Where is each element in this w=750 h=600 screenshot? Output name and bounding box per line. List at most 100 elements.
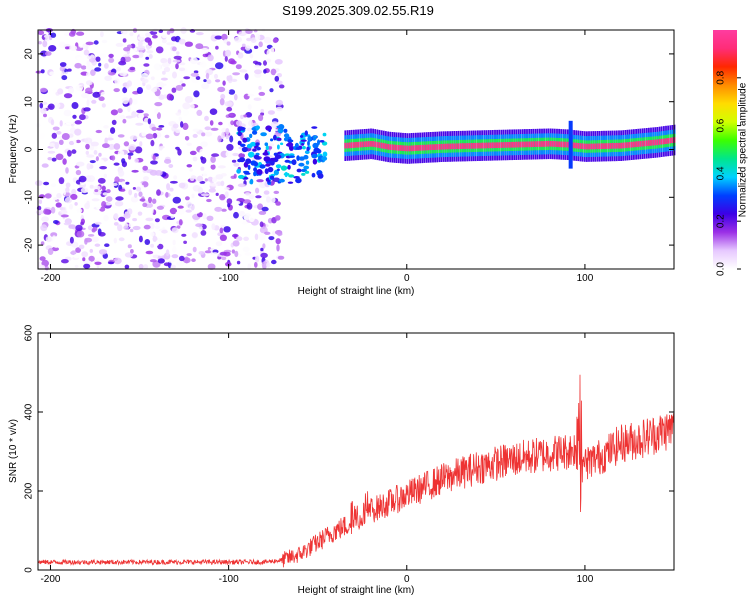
spectrogram-cell	[195, 31, 204, 36]
spectrogram-cell	[190, 176, 195, 182]
spectrogram-cell	[237, 126, 242, 133]
spectrogram-cell	[59, 62, 67, 67]
spectrogram-trace-cell	[487, 142, 490, 149]
spectrogram-cell	[204, 115, 209, 122]
spectrogram-trace-cell	[376, 141, 379, 148]
spectrogram-cell	[122, 118, 127, 124]
spectrogram-trace-cell	[391, 144, 394, 151]
spectrogram-cell	[243, 114, 248, 118]
spectrogram-cell	[215, 62, 224, 70]
spectrogram-cell	[61, 259, 69, 264]
spectrogram-cell	[197, 187, 204, 194]
spectrogram-trace-cell	[586, 143, 588, 150]
y-tick-label: 600	[24, 324, 35, 341]
spectrogram-cell	[150, 88, 158, 93]
spectrogram-cell	[255, 33, 261, 41]
spectrogram-cell	[50, 32, 57, 38]
spectrogram-cell	[201, 47, 209, 54]
spectrogram-cell	[53, 244, 59, 248]
spectrogram-cell	[81, 251, 89, 258]
spectrogram-cell	[111, 155, 116, 161]
spectrogram-cell	[184, 41, 193, 47]
spectrogram-trace-cell	[502, 142, 505, 148]
snr-x-ticks: -200 -100 0 100	[40, 333, 594, 585]
spectrogram-cell	[164, 158, 172, 164]
spectrogram-cell	[287, 164, 291, 170]
spectrogram-cell	[299, 135, 304, 138]
spectrogram-cell	[159, 145, 165, 149]
spectrogram-trace-cell	[361, 141, 364, 148]
spectrogram-cell	[200, 141, 208, 148]
spectrogram-cell	[34, 180, 43, 186]
spectrogram-cell	[321, 141, 328, 146]
spectrogram-cell	[35, 210, 44, 215]
spectrogram-cell	[250, 37, 257, 43]
spectrogram-cell	[69, 203, 73, 210]
spectrogram-cell	[164, 134, 170, 139]
spectrogram-cell	[114, 201, 124, 207]
spectrogram-cell	[254, 64, 261, 68]
spectrogram-trace-cell	[429, 144, 432, 151]
spectrogram-cell	[215, 192, 219, 196]
spectrogram-cell	[38, 264, 45, 269]
spectrogram-cell	[217, 86, 226, 93]
spectrogram-cell	[275, 164, 282, 169]
spectrogram-trace-cell	[539, 141, 541, 147]
spectrogram-cell	[276, 232, 283, 236]
spectrogram-cell	[113, 162, 120, 166]
spectrogram-cell	[154, 108, 159, 115]
x-tick-label: -200	[40, 273, 60, 284]
spectrogram-cell	[201, 132, 206, 137]
spectrogram-cell	[143, 176, 149, 181]
spectrogram-cell	[162, 70, 166, 75]
spectrogram-cell	[251, 84, 257, 89]
spectrogram-cell	[122, 87, 128, 94]
spectrogram-cell	[268, 128, 271, 133]
spectrogram-cell	[67, 68, 72, 72]
spectrogram-trace-cell	[588, 143, 590, 150]
spectrogram-trace-cell	[515, 141, 518, 148]
spectrogram-cell	[170, 214, 175, 219]
spectrogram-cell	[275, 201, 281, 206]
spectrogram-cell	[225, 134, 229, 140]
spectrogram-cell	[52, 126, 60, 131]
spectrogram-cell	[295, 177, 302, 184]
spectrogram-cell	[221, 131, 226, 139]
spectrogram-cell	[125, 115, 134, 119]
spectrogram-cell	[94, 221, 102, 225]
spectrogram-cell	[80, 65, 87, 70]
spectrogram-cell	[207, 263, 216, 270]
spectrogram-cell	[41, 163, 49, 168]
spectrogram-cell	[263, 36, 272, 44]
spectrogram-trace-cell	[348, 142, 351, 149]
spectrogram-trace-cell	[444, 143, 447, 150]
spectrogram-cell	[172, 71, 177, 79]
colorbar-label: Normalized spectral amplitude	[738, 82, 749, 217]
spectrogram-cell	[253, 171, 257, 177]
spectrogram-trace-cell	[500, 142, 503, 148]
spectrogram-cell	[118, 216, 126, 222]
spectrogram-cell	[128, 189, 133, 196]
spectrogram-cell	[182, 257, 191, 264]
spectrogram-cell	[238, 31, 247, 37]
spectrogram-cell	[242, 137, 248, 143]
spectrogram-cell	[210, 127, 219, 131]
spectrogram-cell	[189, 103, 195, 110]
spectrogram-cell	[215, 174, 224, 180]
spectrogram-cell	[99, 166, 107, 170]
spectrogram-cell	[226, 41, 231, 46]
spectrogram-cell	[150, 243, 155, 248]
spectrogram-cell	[145, 250, 154, 255]
spectrogram-cell	[276, 244, 280, 252]
spectrogram-cell	[124, 252, 134, 258]
spectrogram-cell	[75, 139, 81, 144]
spectrogram-cell	[131, 111, 137, 118]
spectrogram-cell	[148, 54, 153, 59]
spectrogram-cell	[117, 134, 125, 138]
spectrogram-cell	[202, 171, 208, 178]
spectrogram-cell	[242, 246, 250, 253]
spectrogram-cell	[105, 137, 114, 141]
spectrogram-cell	[227, 203, 231, 208]
spectrogram-cell	[136, 87, 143, 94]
spectrogram-cell	[73, 254, 80, 259]
